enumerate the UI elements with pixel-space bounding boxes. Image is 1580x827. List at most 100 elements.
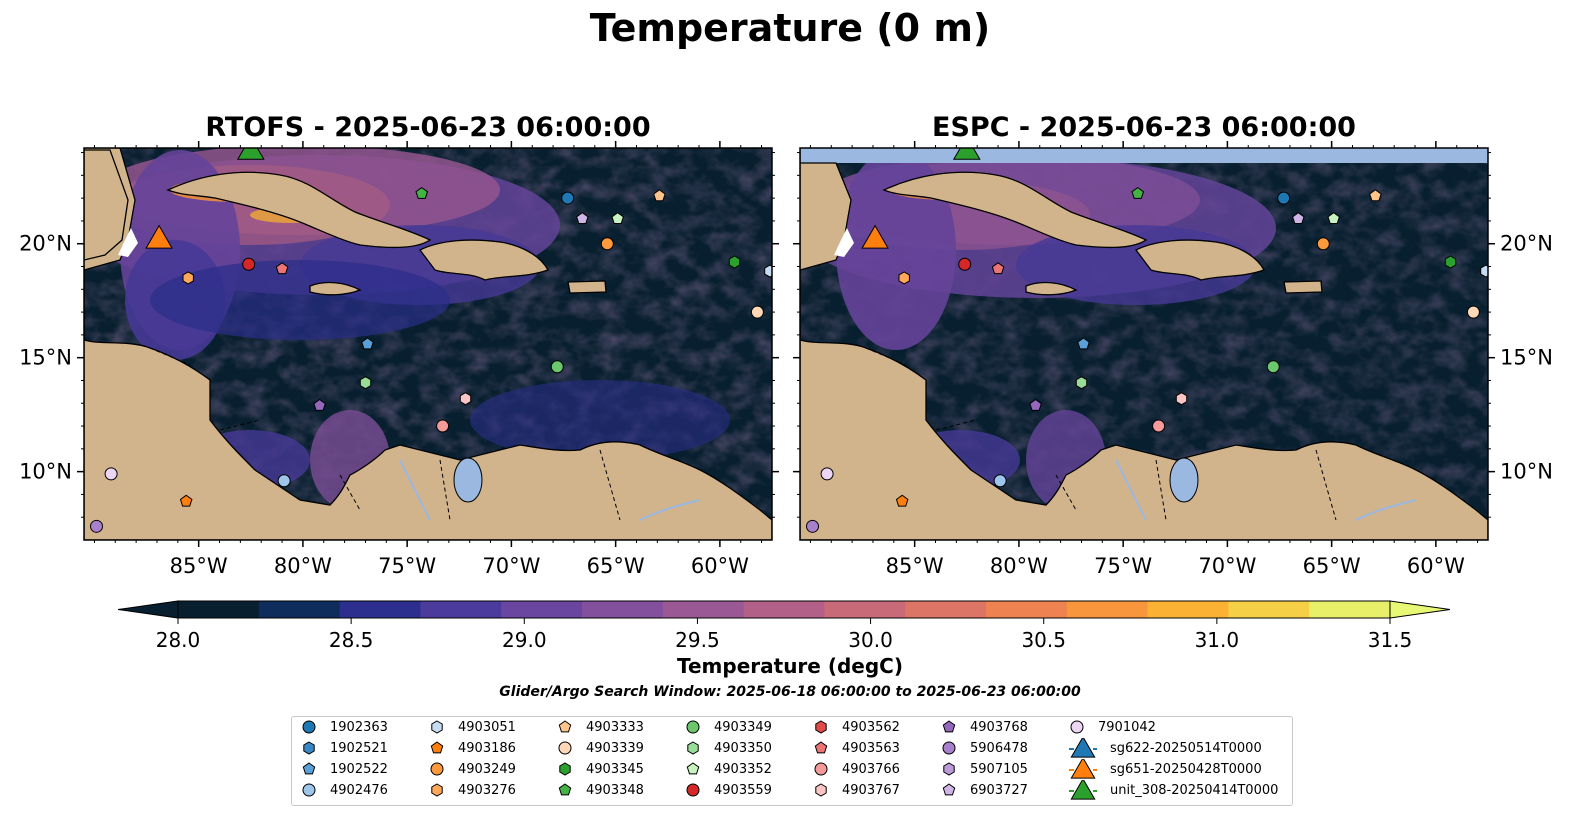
lat-tick-label: 15°N: [19, 346, 72, 370]
legend-marker-pentagon-icon: [302, 762, 316, 775]
legend-item: 7901042: [1068, 717, 1156, 737]
colorbar-segment: [824, 601, 906, 618]
colorbar-segment: [582, 601, 664, 618]
missing-data-band: [800, 148, 1488, 163]
colorbar-tick-label: 28.5: [329, 628, 374, 652]
map-panels: 85°W 80°W 75°W 70°W 65°W 60°W 20°N 15°N 10°N 85°W…: [19, 141, 1553, 578]
legend-item: 4903349: [684, 717, 772, 737]
float-marker-4903051: [1480, 264, 1488, 278]
legend-marker-circle-icon: [302, 720, 316, 734]
float-marker-4903339: [1466, 305, 1480, 319]
colorbar-segment: [420, 601, 502, 618]
legend-marker-pentagon-icon: [430, 741, 444, 754]
colorbar: 28.0 28.5 29.0 29.5 30.0 30.5 31.0 31.5: [117, 600, 1451, 652]
lon-tick-label: 85°W: [886, 554, 944, 578]
float-marker-4903767: [1175, 392, 1188, 406]
lon-tick-label: 65°W: [1303, 554, 1361, 578]
float-marker-4903559: [958, 257, 972, 271]
legend-marker-hexagon-icon: [303, 741, 315, 755]
float-marker-4903348: [415, 186, 429, 199]
colorbar-ticks: 28.0 28.5 29.0 29.5 30.0 30.5 31.0 31.5: [156, 618, 1412, 652]
jamaica: [309, 281, 362, 296]
hispaniola: [1135, 239, 1265, 281]
legend-label: 4903345: [586, 761, 644, 777]
legend-marker-pentagon-icon: [558, 783, 572, 796]
legend-marker-triangle-icon: [1069, 738, 1097, 758]
float-marker-4903352: [611, 212, 624, 224]
colorbar-segment: [662, 601, 745, 618]
legend-item: 4903051: [428, 717, 516, 737]
float-marker-4903186: [895, 494, 909, 507]
cuba: [166, 171, 432, 249]
float-marker-4903349: [1266, 360, 1280, 374]
borders: [149, 347, 621, 521]
colorbar-tick-label: 31.0: [1195, 628, 1240, 652]
legend-label: sg622-20250514T0000: [1110, 740, 1262, 756]
legend-label: 4902476: [330, 782, 388, 798]
legend-label: 5906478: [970, 740, 1028, 756]
legend-label: 4903276: [458, 782, 516, 798]
legend-item: sg651-20250428T0000: [1068, 759, 1262, 779]
colorbar-over-arrow: [1389, 600, 1451, 619]
float-marker-4903333: [1369, 189, 1382, 202]
legend-label: 1902363: [330, 719, 388, 735]
legend-label: 4903333: [586, 719, 644, 735]
lon-tick-label: 75°W: [378, 554, 436, 578]
colorbar-tick-label: 29.0: [502, 628, 547, 652]
lake-maracaibo: [453, 457, 483, 503]
legend-marker-hexagon-icon: [815, 783, 827, 797]
legend-marker-hexagon-icon: [431, 783, 443, 797]
colorbar-segment: [905, 601, 987, 618]
legend-label: 4903766: [842, 761, 900, 777]
colorbar-segment: [743, 601, 825, 618]
rtofs-float-markers: [90, 148, 772, 533]
legend-label: 4903563: [842, 740, 900, 756]
legend-item: sg622-20250514T0000: [1068, 738, 1262, 758]
lon-tick-label: 70°W: [482, 554, 540, 578]
float-marker-5906478: [806, 519, 820, 533]
float-marker-4903559: [242, 257, 256, 271]
float-marker-4903339: [750, 305, 764, 319]
legend-label: 4903768: [970, 719, 1028, 735]
float-marker-4903345: [1444, 255, 1457, 269]
float-marker-6903727: [576, 212, 589, 224]
colorbar-segment: [1147, 601, 1229, 618]
legend-item: 1902363: [300, 717, 388, 737]
legend-marker-hexagon-icon: [943, 762, 955, 776]
rivers: [399, 459, 701, 521]
float-marker-4903051: [764, 264, 772, 278]
colorbar-segment: [339, 601, 421, 618]
float-marker-4903349: [550, 360, 564, 374]
colorbar-segment: [1228, 601, 1310, 618]
colorbar-under-arrow: [117, 600, 179, 619]
lat-tick-label: 10°N: [1500, 460, 1553, 484]
float-marker-6903727: [1292, 212, 1305, 224]
legend-label: 1902522: [330, 761, 388, 777]
rivers: [1115, 459, 1417, 521]
float-marker-4902476: [277, 474, 291, 488]
float-marker-1902363: [1277, 191, 1291, 205]
legend-item: 4903768: [940, 717, 1028, 737]
float-marker-4903186: [179, 494, 193, 507]
jamaica: [1025, 281, 1078, 296]
legend-item: 4903249: [428, 759, 516, 779]
lon-tick-label: 80°W: [990, 554, 1048, 578]
float-marker-4903563: [275, 262, 289, 275]
lon-tick-label: 80°W: [274, 554, 332, 578]
legend-item: 4903559: [684, 780, 772, 800]
legend-label: 4903348: [586, 782, 644, 798]
legend-item: 6903727: [940, 780, 1028, 800]
float-marker-1902522: [1077, 337, 1090, 350]
float-marker-7901042: [820, 467, 834, 481]
legend-label: 5907105: [970, 761, 1028, 777]
lat-tick-label: 10°N: [19, 460, 72, 484]
float-marker-4903768: [1029, 398, 1042, 411]
colorbar-tick-label: 29.5: [675, 628, 720, 652]
legend-item: 4903333: [556, 717, 644, 737]
float-marker-4903768: [313, 398, 326, 411]
espc-float-markers: [806, 148, 1488, 533]
borders: [865, 347, 1337, 521]
legend-marker-circle-icon: [814, 762, 828, 776]
glider-track: [118, 228, 138, 257]
legend-marker-circle-icon: [686, 783, 700, 797]
